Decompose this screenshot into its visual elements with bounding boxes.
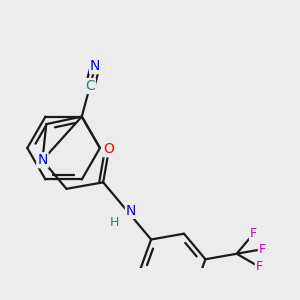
Text: N: N (90, 59, 101, 73)
Text: F: F (256, 260, 263, 273)
Text: H: H (110, 216, 119, 229)
Text: F: F (250, 227, 257, 240)
Text: C: C (85, 79, 95, 93)
Text: F: F (259, 243, 266, 256)
Text: N: N (37, 153, 48, 167)
Text: O: O (103, 142, 114, 156)
Text: N: N (126, 204, 136, 218)
